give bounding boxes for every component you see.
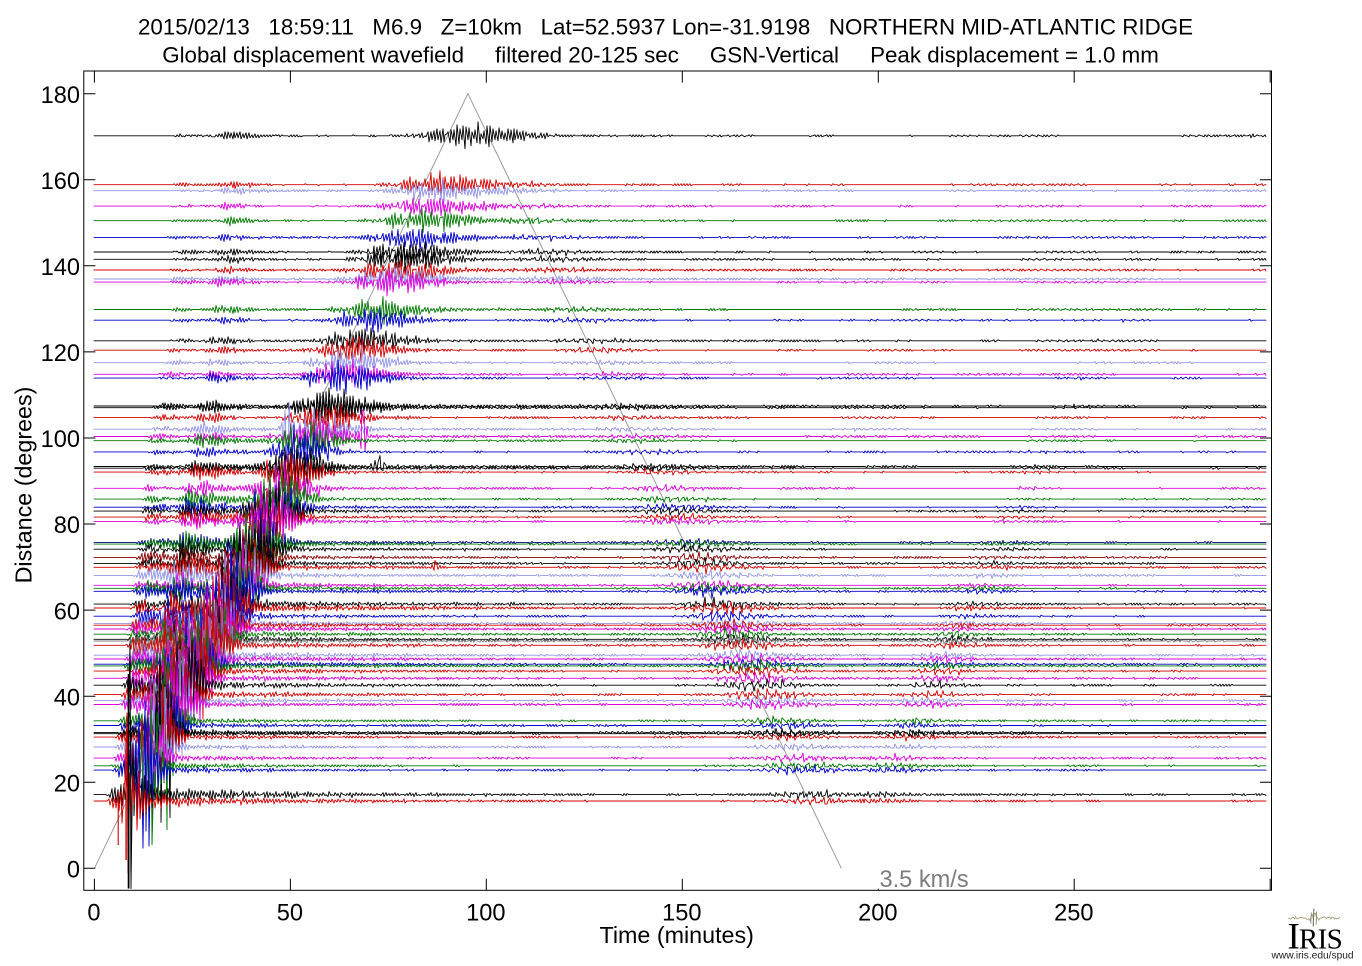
svg-text:250: 250 xyxy=(1054,901,1093,927)
svg-text:Distance (degrees): Distance (degrees) xyxy=(11,387,37,584)
svg-text:180: 180 xyxy=(41,83,80,109)
svg-text:50: 50 xyxy=(277,901,303,927)
svg-text:160: 160 xyxy=(41,169,80,195)
svg-text:0: 0 xyxy=(87,901,100,927)
svg-text:140: 140 xyxy=(41,255,80,281)
svg-text:200: 200 xyxy=(858,901,897,927)
svg-text:100: 100 xyxy=(466,901,505,927)
svg-text:2015/02/13 18:59:11 M6.9: 2015/02/13 18:59:11 M6.9 Z=10km Lat=52.5… xyxy=(138,14,1193,39)
svg-text:www.iris.edu/spud: www.iris.edu/spud xyxy=(1271,951,1354,962)
svg-text:40: 40 xyxy=(54,685,80,711)
svg-text:Time (minutes): Time (minutes) xyxy=(599,922,753,948)
svg-text:Global displacement wavefield: Global displacement wavefield filtered 2… xyxy=(162,43,1159,68)
svg-text:3.5 km/s: 3.5 km/s xyxy=(880,867,969,893)
svg-text:IRIS: IRIS xyxy=(1288,917,1343,958)
svg-text:100: 100 xyxy=(41,427,80,453)
svg-text:80: 80 xyxy=(54,513,80,539)
svg-text:20: 20 xyxy=(54,771,80,797)
svg-text:60: 60 xyxy=(54,599,80,625)
svg-text:120: 120 xyxy=(41,341,80,367)
svg-text:0: 0 xyxy=(67,858,80,884)
svg-text:150: 150 xyxy=(662,901,701,927)
